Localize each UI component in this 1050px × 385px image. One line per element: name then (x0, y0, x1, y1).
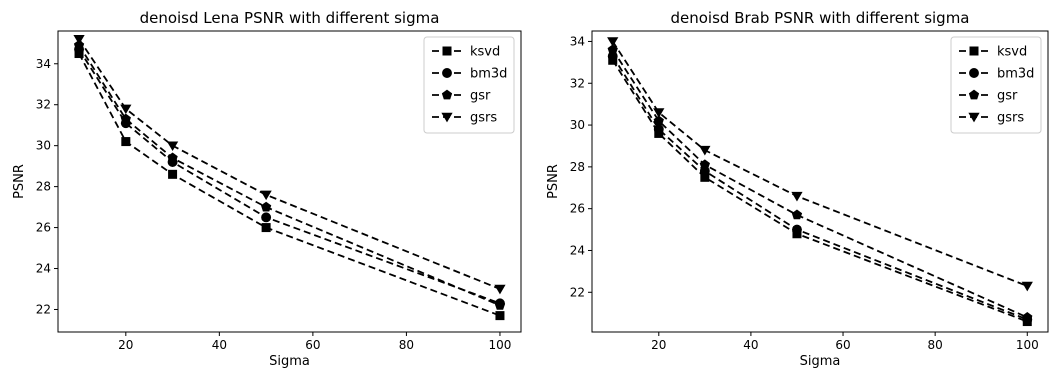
y-axis-label: PSNR (546, 164, 561, 199)
y-tick-label: 28 (570, 160, 585, 174)
legend-item-gsr: gsr (432, 89, 491, 104)
y-tick-label: 22 (570, 285, 585, 299)
data-point-gsrs (120, 104, 132, 115)
data-point-gsrs (73, 34, 85, 45)
x-tick-label: 80 (399, 338, 414, 352)
data-point-gsr (167, 152, 178, 163)
legend-item-gsrs: gsrs (432, 111, 497, 126)
data-point-gsrs (607, 37, 619, 47)
legend-marker-gsr (968, 89, 980, 100)
legend-marker-bm3d (442, 68, 452, 78)
data-point-gsr (1022, 311, 1033, 322)
legend-label: gsr (997, 89, 1018, 104)
x-axis-label: Sigma (800, 354, 841, 369)
y-tick-label: 24 (570, 243, 585, 257)
data-point-gsr (699, 159, 710, 170)
legend-marker-gsrs (968, 112, 980, 123)
data-point-gsrs (653, 108, 665, 118)
data-point-gsr (260, 201, 272, 212)
legend-marker-gsrs (441, 112, 453, 123)
legend: ksvd bm3d gsr gsrs (423, 36, 515, 134)
y-tick-label: 24 (36, 262, 51, 276)
legend-item-ksvd: ksvd (432, 45, 500, 60)
legend-label: bm3d (997, 67, 1034, 82)
legend-item-bm3d: bm3d (432, 67, 507, 82)
chart-panel-2: denoisd Brab PSNR with different sigma 20… (546, 9, 1049, 369)
data-point-gsrs (791, 191, 803, 202)
legend-item-bm3d: bm3d (959, 67, 1034, 82)
x-tick-label: 20 (118, 338, 133, 352)
legend-label: gsrs (470, 111, 497, 126)
data-point-gsrs (260, 190, 272, 201)
data-point-gsr (653, 115, 664, 126)
data-point-gsrs (494, 284, 506, 295)
x-tick-label: 40 (212, 338, 227, 352)
y-tick-label: 26 (36, 221, 51, 235)
legend-item-ksvd: ksvd (959, 45, 1027, 60)
legend-item-gsrs: gsrs (959, 111, 1024, 126)
y-tick-label: 34 (570, 34, 585, 48)
x-tick-label: 100 (489, 338, 512, 352)
series-line-ksvd (611, 59, 1028, 323)
plot-frame (591, 30, 1049, 333)
data-point-gsr (791, 209, 803, 220)
data-point-bm3d (653, 124, 664, 135)
legend-marker-gsr (441, 89, 453, 100)
x-tick-label: 80 (928, 338, 943, 352)
y-tick-label: 34 (36, 57, 51, 71)
legend: ksvd bm3d gsr gsrs (950, 36, 1042, 134)
legend-item-gsr: gsr (959, 89, 1018, 104)
data-point-ksvd (261, 223, 271, 233)
data-point-bm3d (792, 224, 802, 235)
x-tick-label: 20 (651, 338, 666, 352)
x-tick-label: 60 (305, 338, 320, 352)
x-tick-label: 40 (743, 338, 758, 352)
y-tick-label: 30 (36, 139, 51, 153)
legend-label: ksvd (997, 45, 1027, 60)
legend-box (423, 36, 515, 134)
y-tick-label: 22 (36, 302, 51, 316)
chart-panel-1: denoisd Lena PSNR with different sigma 20… (12, 9, 522, 369)
data-point-gsr (120, 113, 131, 124)
y-tick-label: 32 (36, 98, 51, 112)
x-axis-label: Sigma (269, 354, 310, 369)
legend-marker-ksvd (969, 46, 979, 56)
series-gsr (73, 39, 506, 310)
data-point-gsrs (699, 145, 711, 156)
data-point-ksvd (168, 169, 178, 179)
data-point-ksvd (121, 137, 131, 147)
y-tick-label: 28 (36, 180, 51, 194)
data-point-ksvd (700, 172, 710, 182)
data-point-ksvd (495, 311, 505, 321)
data-point-gsr (494, 299, 506, 310)
y-tick-label: 32 (570, 76, 585, 90)
legend-label: ksvd (470, 45, 500, 60)
y-axis-label: PSNR (12, 164, 27, 199)
legend-marker-bm3d (969, 68, 979, 78)
data-point-gsrs (166, 141, 179, 152)
chart-title: denoisd Lena PSNR with different sigma (140, 9, 440, 27)
y-tick-label: 30 (570, 118, 585, 132)
data-point-gsrs (1021, 281, 1033, 292)
legend-label: gsr (470, 89, 491, 104)
legend-marker-ksvd (442, 46, 452, 56)
chart-title: denoisd Brab PSNR with different sigma (671, 9, 970, 27)
x-tick-label: 60 (835, 338, 850, 352)
legend-box (950, 36, 1042, 134)
legend-label: gsrs (997, 111, 1024, 126)
y-tick-label: 26 (570, 202, 585, 216)
series-gsrs (73, 34, 506, 295)
series-gsrs (607, 37, 1033, 292)
plot-frame (57, 30, 522, 333)
data-point-bm3d (261, 212, 272, 223)
legend-label: bm3d (470, 67, 507, 82)
x-tick-label: 100 (1016, 338, 1039, 352)
